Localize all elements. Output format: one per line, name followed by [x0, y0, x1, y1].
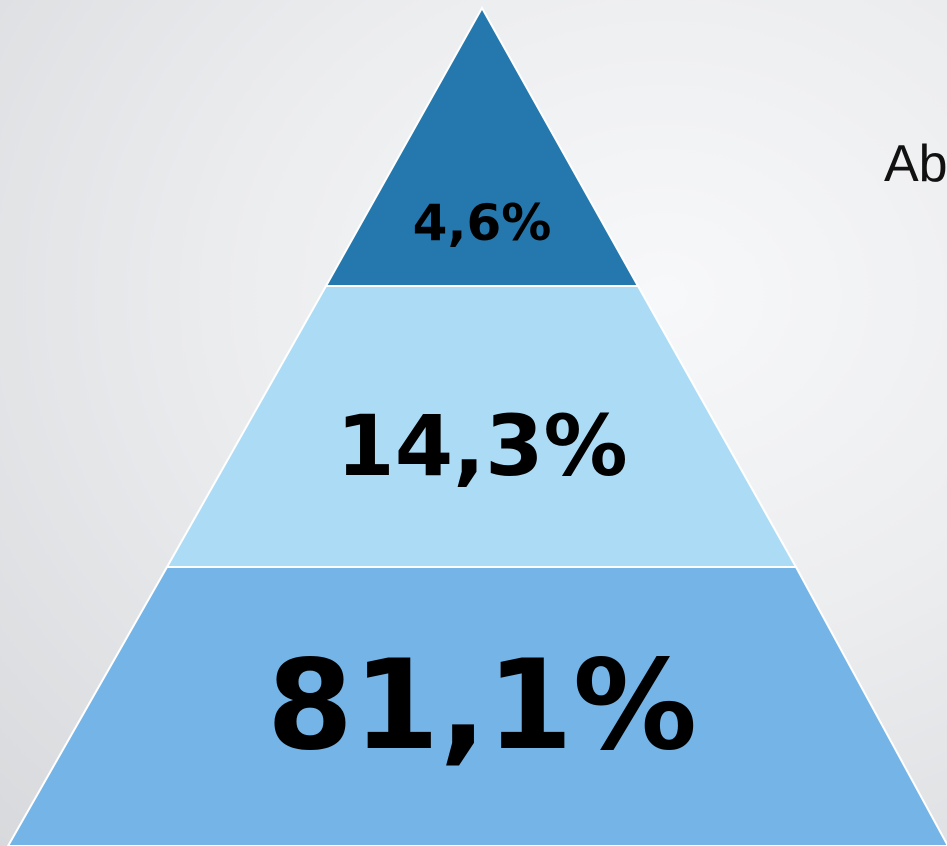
tier-middle-label: 14,3%: [336, 397, 627, 495]
tier-top-label: 4,6%: [413, 194, 552, 252]
side-text: Ab: [884, 135, 947, 193]
tier-bottom-label: 81,1%: [267, 634, 697, 778]
pyramid-tier-bottom: [6, 566, 947, 846]
